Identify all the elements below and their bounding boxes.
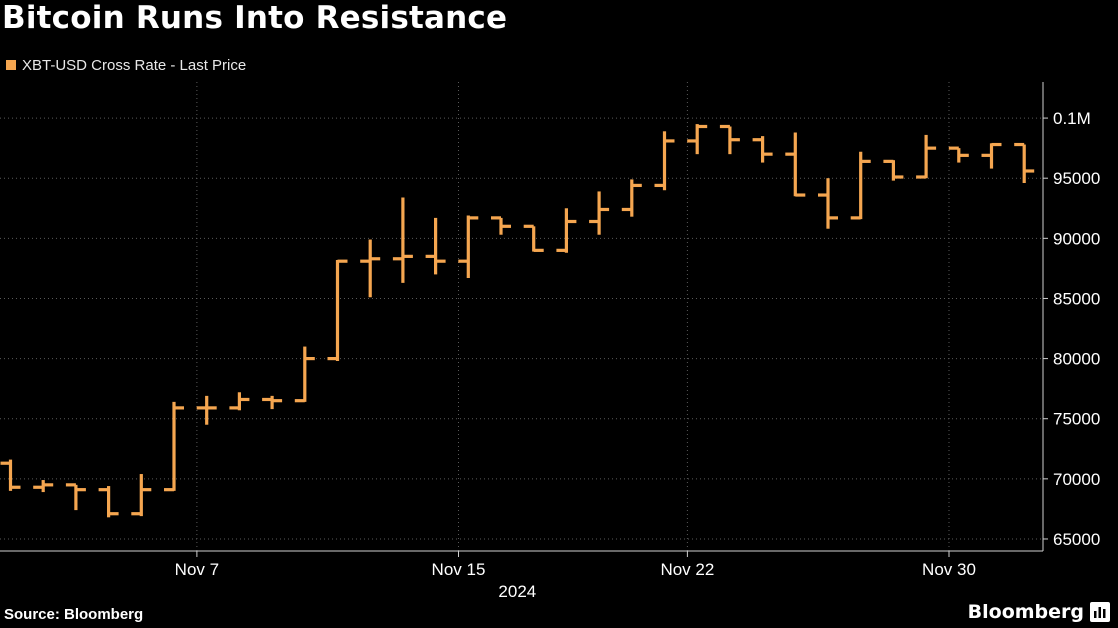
grid (0, 82, 1043, 551)
ohlc-bar (785, 132, 806, 197)
ohlc-bar (229, 392, 250, 411)
ohlc-bar (491, 216, 511, 235)
ohlc-bar (294, 346, 315, 403)
x-tick-label: Nov 7 (175, 560, 219, 579)
y-axis-labels: 65000 70000 75000 80000 85000 90000 95000 0.1M (1053, 109, 1100, 549)
x-axis-labels: Nov 7 Nov 15 Nov 22 Nov 30 2024 (175, 560, 976, 601)
ohlc-bar (981, 142, 1002, 169)
brand-logo: Bloomberg (968, 601, 1110, 623)
ohlc-bar (33, 480, 54, 493)
ohlc-bar (916, 134, 937, 179)
ohlc-bar (818, 178, 838, 229)
ohlc-bar (654, 131, 675, 191)
ohlc-bar (65, 483, 86, 511)
ohlc-bar (262, 395, 283, 410)
bloomberg-terminal-icon (1090, 602, 1110, 622)
ohlc-bar (719, 124, 740, 155)
y-tick-label: 95000 (1053, 169, 1100, 188)
axes (0, 82, 1048, 557)
brand-name: Bloomberg (967, 601, 1084, 623)
y-tick-label: 0.1M (1053, 109, 1091, 128)
ohlc-bar (392, 197, 413, 283)
ohlc-bar (589, 191, 610, 235)
ohlc-bar (327, 259, 348, 361)
ohlc-bar (523, 224, 544, 252)
ohlc-bar (196, 395, 217, 425)
ohlc-bar (556, 208, 577, 253)
y-tick-label: 90000 (1053, 229, 1100, 248)
legend: XBT-USD Cross Rate - Last Price (6, 55, 246, 75)
ohlc-bar (0, 459, 21, 491)
ohlc-bar (458, 215, 479, 279)
ohlc-bar (752, 136, 773, 163)
ohlc-bar (850, 151, 871, 220)
y-tick-label: 75000 (1053, 410, 1100, 429)
ohlc-bar (687, 124, 708, 155)
ohlc-bar (98, 486, 119, 518)
ohlc-bar (883, 159, 904, 181)
y-tick-label: 70000 (1053, 470, 1100, 489)
y-tick-label: 85000 (1053, 289, 1100, 308)
legend-swatch (6, 60, 16, 70)
ohlc-bar (425, 217, 446, 275)
x-tick-label: Nov 22 (660, 560, 714, 579)
ohlc-bar (360, 239, 381, 298)
ohlc-bar (164, 401, 184, 492)
y-tick-label: 65000 (1053, 530, 1100, 549)
x-axis-year-label: 2024 (498, 582, 536, 601)
ohlc-bar (948, 146, 969, 163)
ohlc-bar (1014, 142, 1035, 184)
ohlc-bar (131, 474, 152, 517)
candles (0, 124, 1035, 518)
chart-title: Bitcoin Runs Into Resistance (2, 0, 508, 36)
x-tick-label: Nov 30 (922, 560, 976, 579)
source-note: Source: Bloomberg (4, 606, 144, 623)
y-tick-label: 80000 (1053, 350, 1100, 369)
x-tick-label: Nov 15 (432, 560, 486, 579)
ohlc-bar (621, 179, 642, 217)
legend-label: XBT-USD Cross Rate - Last Price (22, 56, 247, 74)
